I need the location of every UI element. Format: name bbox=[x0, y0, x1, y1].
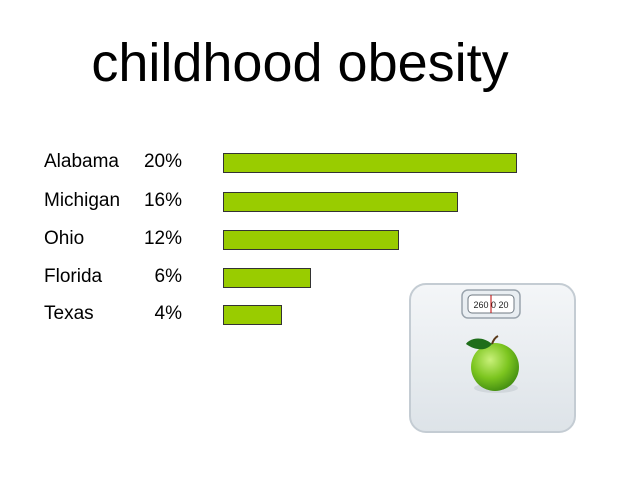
value-label: 4% bbox=[154, 303, 182, 324]
bathroom-scale-image: 260 0 20 bbox=[408, 282, 578, 434]
green-apple-icon bbox=[466, 335, 519, 393]
bar bbox=[223, 230, 399, 250]
category-label: Texas bbox=[44, 303, 94, 324]
category-label: Ohio bbox=[44, 228, 85, 249]
value-label: 6% bbox=[154, 266, 182, 287]
scale-dial: 260 0 20 bbox=[461, 289, 521, 319]
value-label: 20% bbox=[143, 151, 182, 172]
bar bbox=[223, 305, 282, 325]
bar bbox=[223, 192, 458, 212]
chart-title: childhood obesity bbox=[91, 33, 509, 93]
value-label: 16% bbox=[143, 190, 182, 211]
bar bbox=[223, 268, 311, 288]
category-label: Michigan bbox=[44, 190, 121, 211]
value-label: 12% bbox=[143, 228, 182, 249]
category-label: Alabama bbox=[44, 151, 119, 172]
category-label: Florida bbox=[44, 266, 103, 287]
bar bbox=[223, 153, 517, 173]
